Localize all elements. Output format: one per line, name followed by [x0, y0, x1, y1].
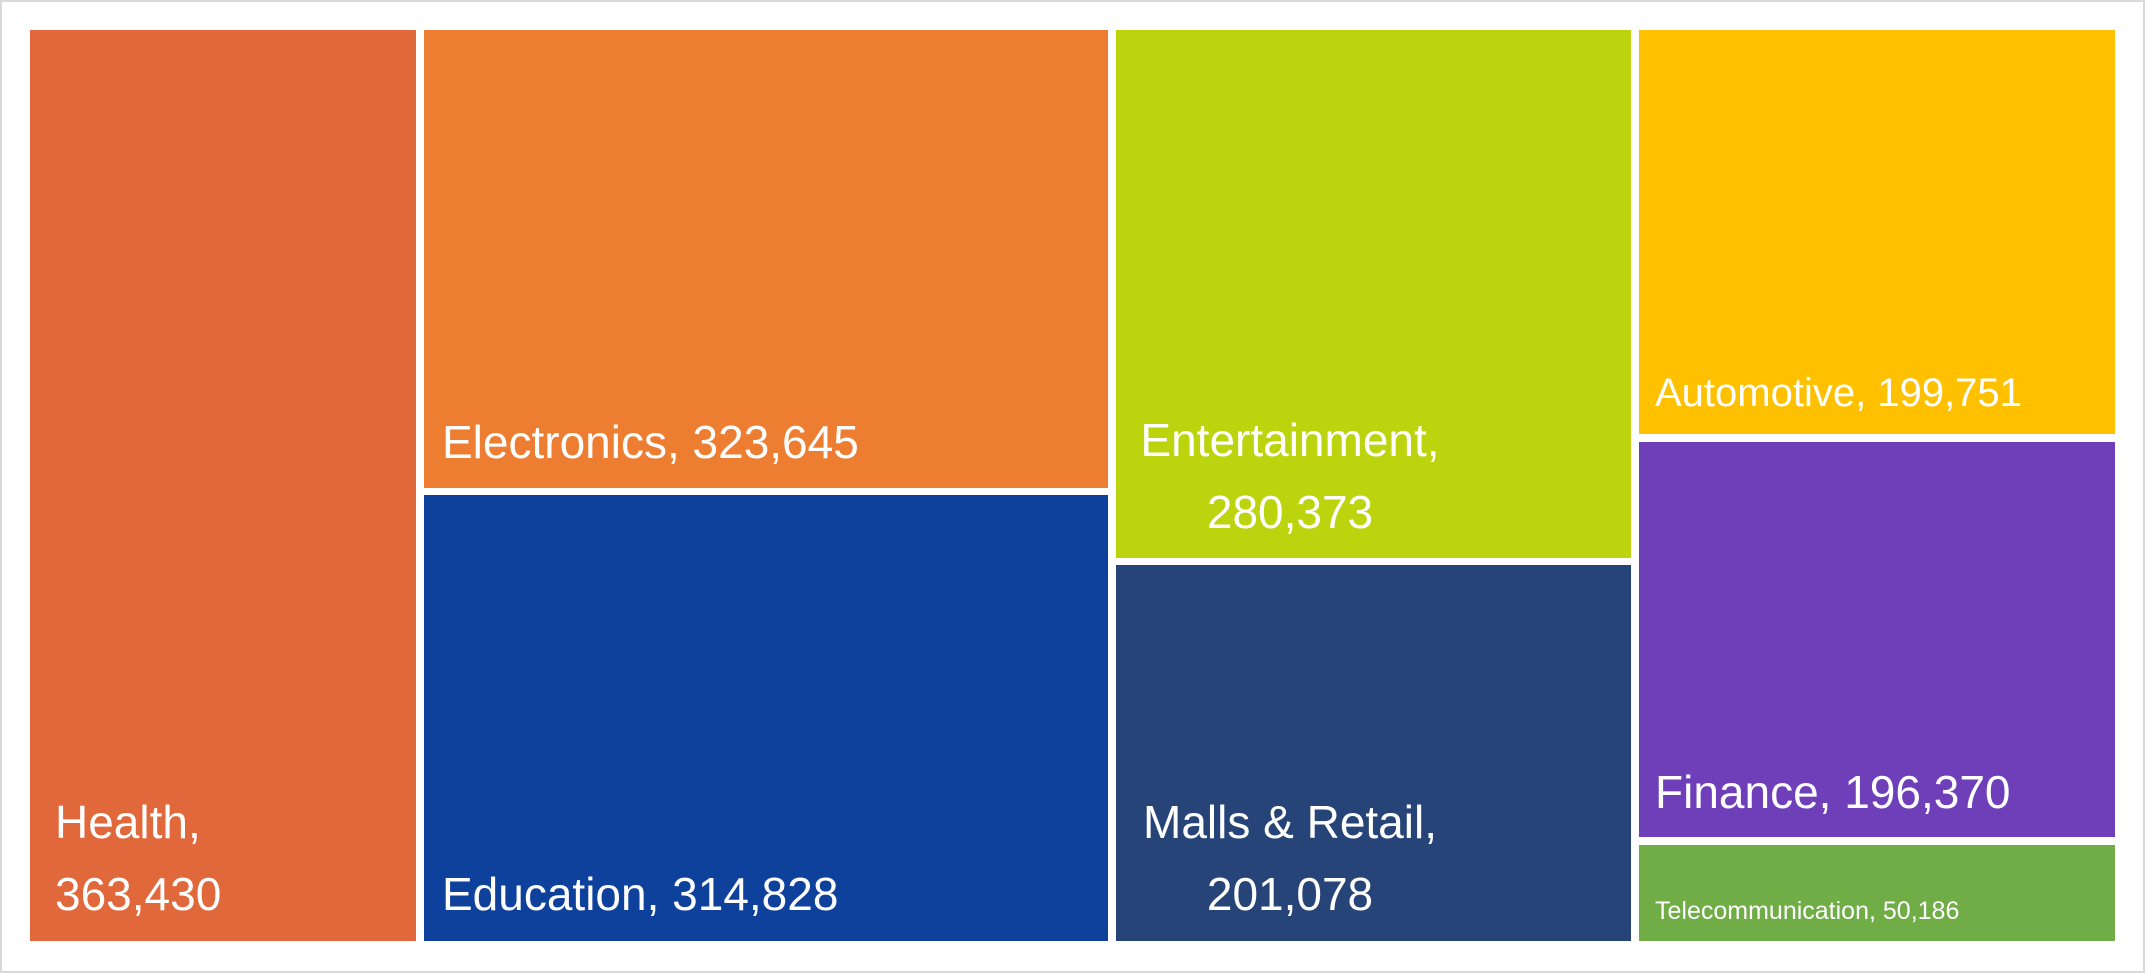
tile-education[interactable] — [424, 495, 1108, 941]
data-label-health-category: Health, — [55, 796, 201, 848]
tile-automotive[interactable] — [1639, 30, 2115, 434]
tile-telecommunication[interactable] — [1639, 845, 2115, 941]
data-label-entertainment-category: Entertainment, — [1140, 414, 1439, 466]
data-label-finance: Finance, 196,370 — [1655, 766, 2011, 818]
data-label-health-value: 363,430 — [55, 868, 221, 920]
tile-health[interactable] — [30, 30, 416, 941]
data-label-malls-retail-value: 201,078 — [1207, 868, 1373, 920]
data-label-electronics: Electronics, 323,645 — [442, 416, 859, 468]
tile-entertainment[interactable] — [1116, 30, 1631, 558]
data-label-automotive: Automotive, 199,751 — [1655, 371, 2022, 415]
tile-finance[interactable] — [1639, 442, 2115, 837]
data-label-education: Education, 314,828 — [442, 868, 838, 920]
data-label-telecommunication: Telecommunication, 50,186 — [1655, 897, 1959, 925]
tile-electronics[interactable] — [424, 30, 1108, 488]
data-label-entertainment-value: 280,373 — [1207, 486, 1373, 538]
tile-malls-retail[interactable] — [1116, 565, 1631, 941]
data-label-malls-retail-category: Malls & Retail, — [1143, 796, 1437, 848]
